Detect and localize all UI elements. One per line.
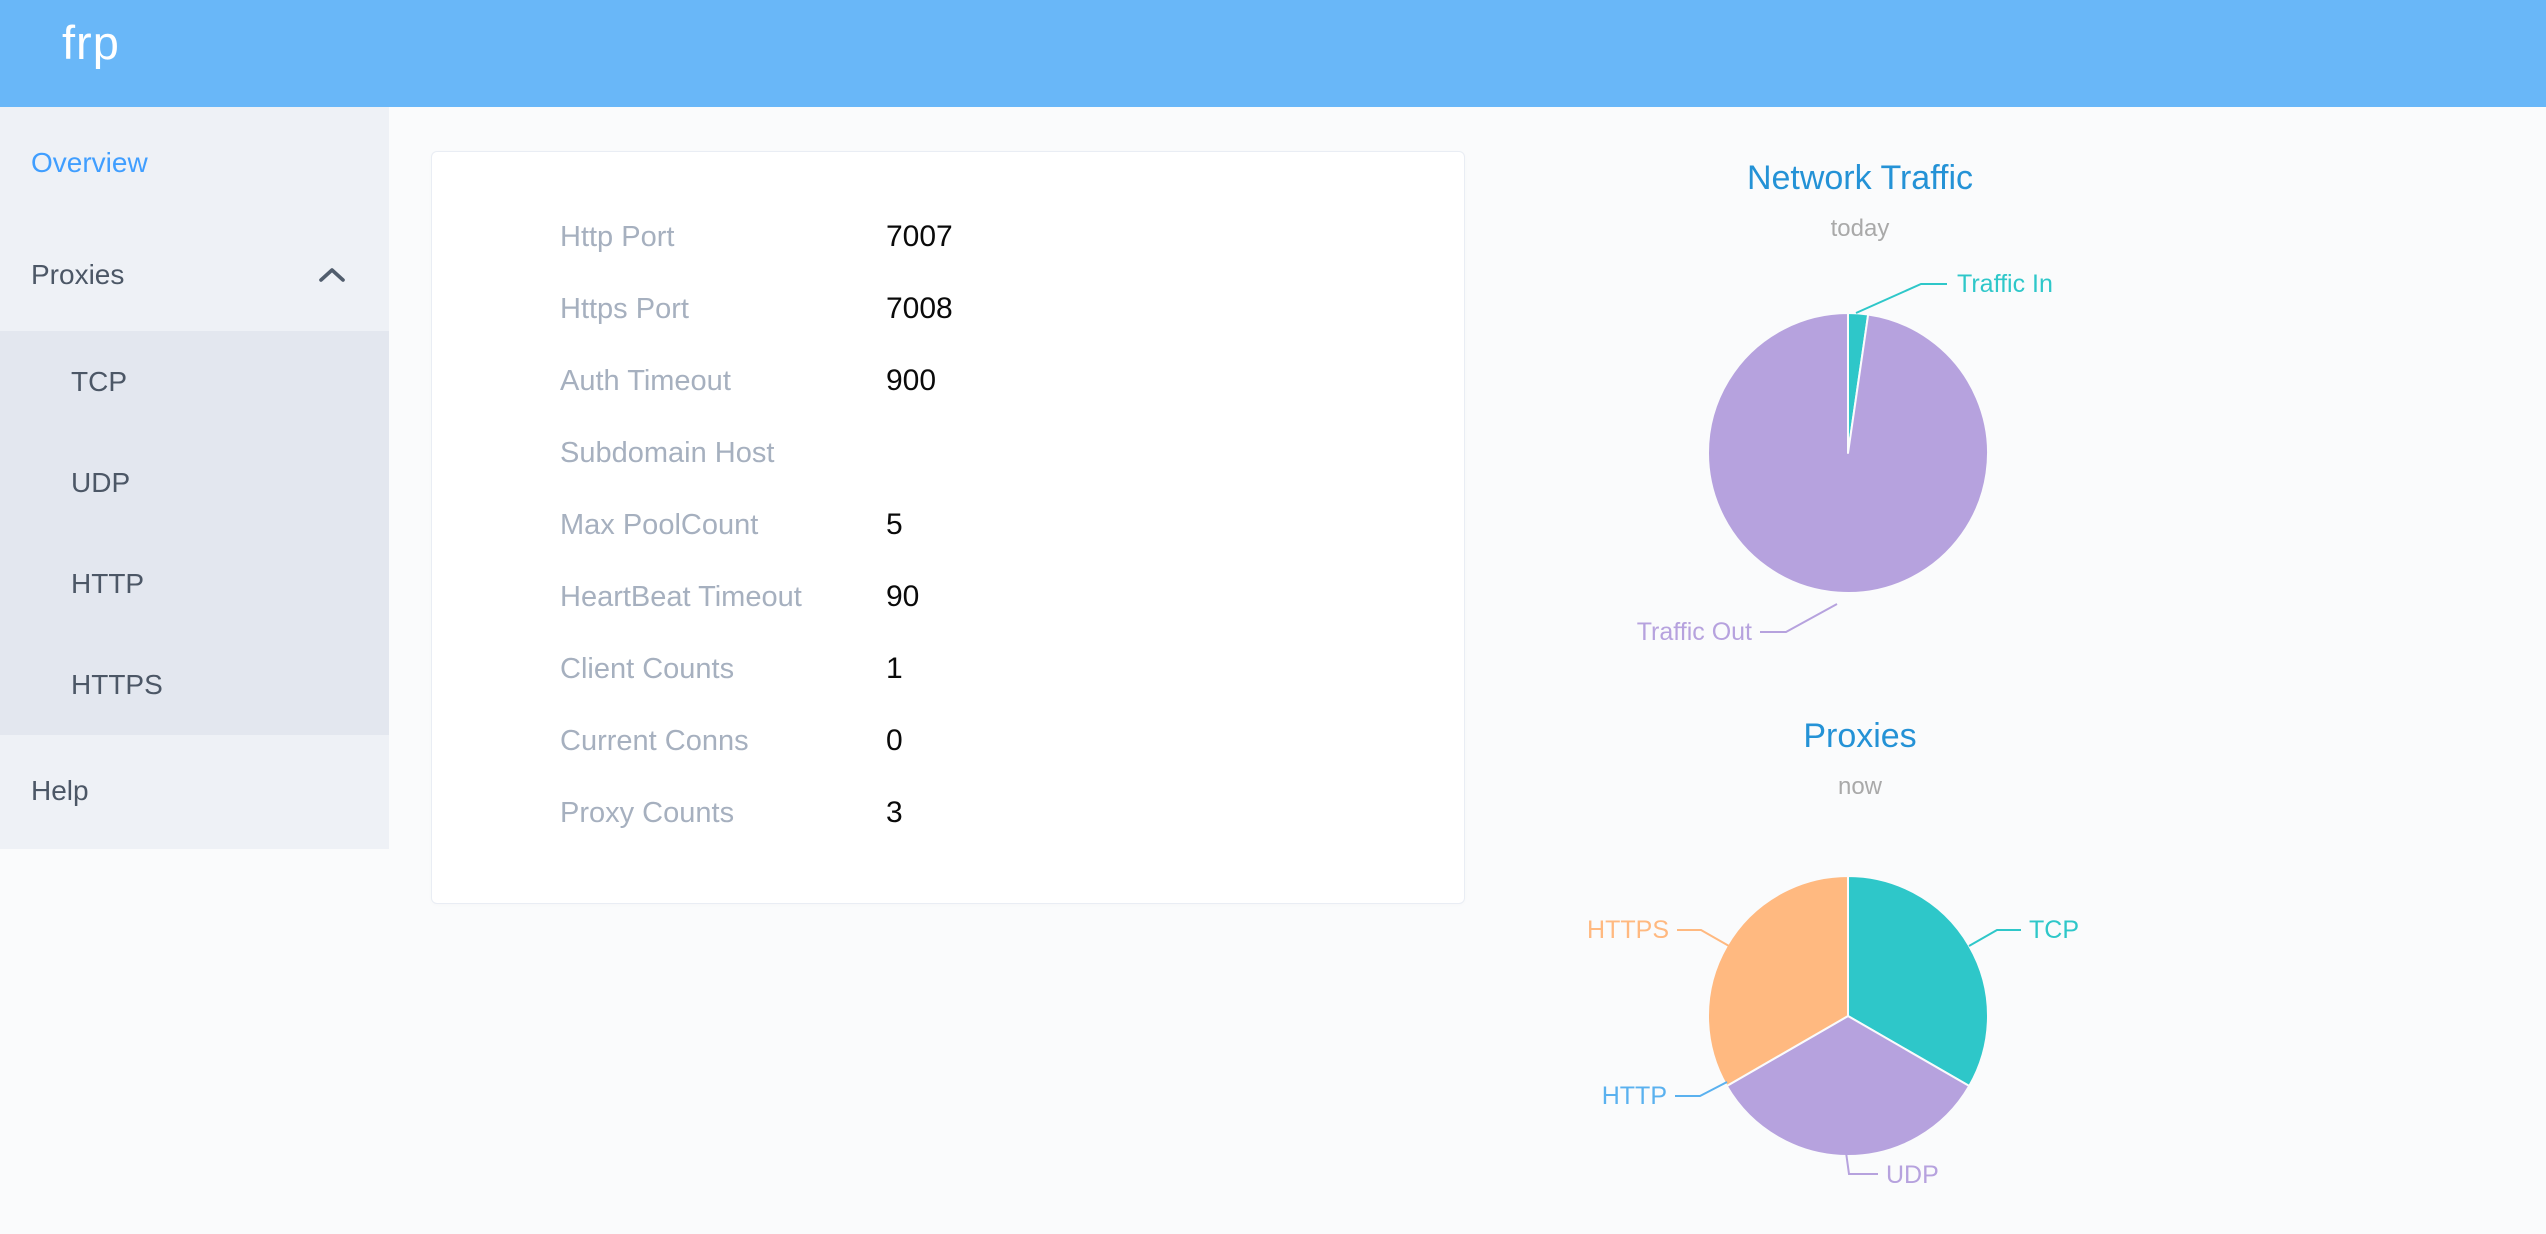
info-row: Https Port 7008 <box>432 287 1464 331</box>
udp-slice-label: UDP <box>1886 1161 1939 1189</box>
info-value: 1 <box>886 652 903 685</box>
info-label: Max PoolCount <box>560 509 759 541</box>
http-slice-label: HTTP <box>1601 1082 1667 1110</box>
sidebar-proxies-submenu: TCP UDP HTTP HTTPS <box>0 331 389 735</box>
info-row: Proxy Counts 3 <box>432 791 1464 835</box>
chevron-up-icon <box>319 268 345 282</box>
info-label: Https Port <box>560 293 689 325</box>
info-row: Http Port 7007 <box>432 215 1464 259</box>
info-row: HeartBeat Timeout 90 <box>432 575 1464 619</box>
info-value: 7008 <box>886 292 953 325</box>
info-value: 5 <box>886 508 903 541</box>
sidebar-item-proxies[interactable]: Proxies <box>0 219 389 331</box>
info-label: Auth Timeout <box>560 365 731 397</box>
https-slice-label: HTTPS <box>1587 916 1669 944</box>
server-info-card: Http Port 7007 Https Port 7008 Auth Timeou… <box>431 151 1465 904</box>
traffic-in-leader-line <box>1855 283 1947 314</box>
info-value: 900 <box>886 364 937 397</box>
sidebar-item-http-label: HTTP <box>71 568 145 599</box>
proxies-chart-title: Proxies <box>1803 717 1917 755</box>
http-leader-line <box>1675 1081 1728 1097</box>
sidebar-item-tcp-label: TCP <box>71 366 127 397</box>
udp-leader-line <box>1844 1144 1878 1175</box>
traffic-out-label: Traffic Out <box>1636 618 1752 646</box>
sidebar-nav: Overview Proxies TCP UDP HTTP HTTPS Help <box>0 107 389 849</box>
sidebar-item-https[interactable]: HTTPS <box>0 634 389 735</box>
info-value: 90 <box>886 580 920 613</box>
info-label: Subdomain Host <box>560 437 775 469</box>
sidebar-item-help-label: Help <box>31 775 89 806</box>
proxies-pie-chart <box>1675 875 2021 1175</box>
info-row: Max PoolCount 5 <box>432 503 1464 547</box>
info-label: Client Counts <box>560 653 735 685</box>
sidebar-item-overview-label: Overview <box>31 147 148 178</box>
info-row: Subdomain Host <box>432 431 1464 475</box>
info-label: Proxy Counts <box>560 797 735 829</box>
sidebar-item-https-label: HTTPS <box>71 669 163 700</box>
sidebar-item-udp-label: UDP <box>71 467 131 498</box>
info-row: Client Counts 1 <box>432 647 1464 691</box>
info-value: 0 <box>886 724 903 757</box>
sidebar-item-http[interactable]: HTTP <box>0 533 389 634</box>
tcp-slice-label: TCP <box>2029 916 2079 944</box>
info-value: 3 <box>886 796 903 829</box>
network-traffic-subtitle: today <box>1830 215 1890 242</box>
tcp-leader-line <box>1968 929 2021 947</box>
info-row: Current Conns 0 <box>432 719 1464 763</box>
sidebar-item-tcp[interactable]: TCP <box>0 331 389 432</box>
app-header: frp <box>0 0 2546 107</box>
sidebar-item-overview[interactable]: Overview <box>0 107 389 219</box>
info-value: 7007 <box>886 220 953 253</box>
https-leader-line <box>1677 929 1730 947</box>
proxies-chart-subtitle: now <box>1837 773 1883 800</box>
network-traffic-pie-chart <box>1707 283 1989 633</box>
sidebar-item-udp[interactable]: UDP <box>0 432 389 533</box>
app-logo: frp <box>62 16 120 69</box>
network-traffic-title: Network Traffic <box>1746 159 1974 197</box>
info-label: Http Port <box>560 221 675 253</box>
info-label: Current Conns <box>560 725 749 757</box>
traffic-in-label: Traffic In <box>1957 270 2053 298</box>
sidebar-item-proxies-label: Proxies <box>31 259 125 290</box>
info-label: HeartBeat Timeout <box>560 581 802 613</box>
traffic-out-leader-line <box>1760 603 1838 633</box>
info-row: Auth Timeout 900 <box>432 359 1464 403</box>
sidebar-item-help[interactable]: Help <box>0 735 389 847</box>
